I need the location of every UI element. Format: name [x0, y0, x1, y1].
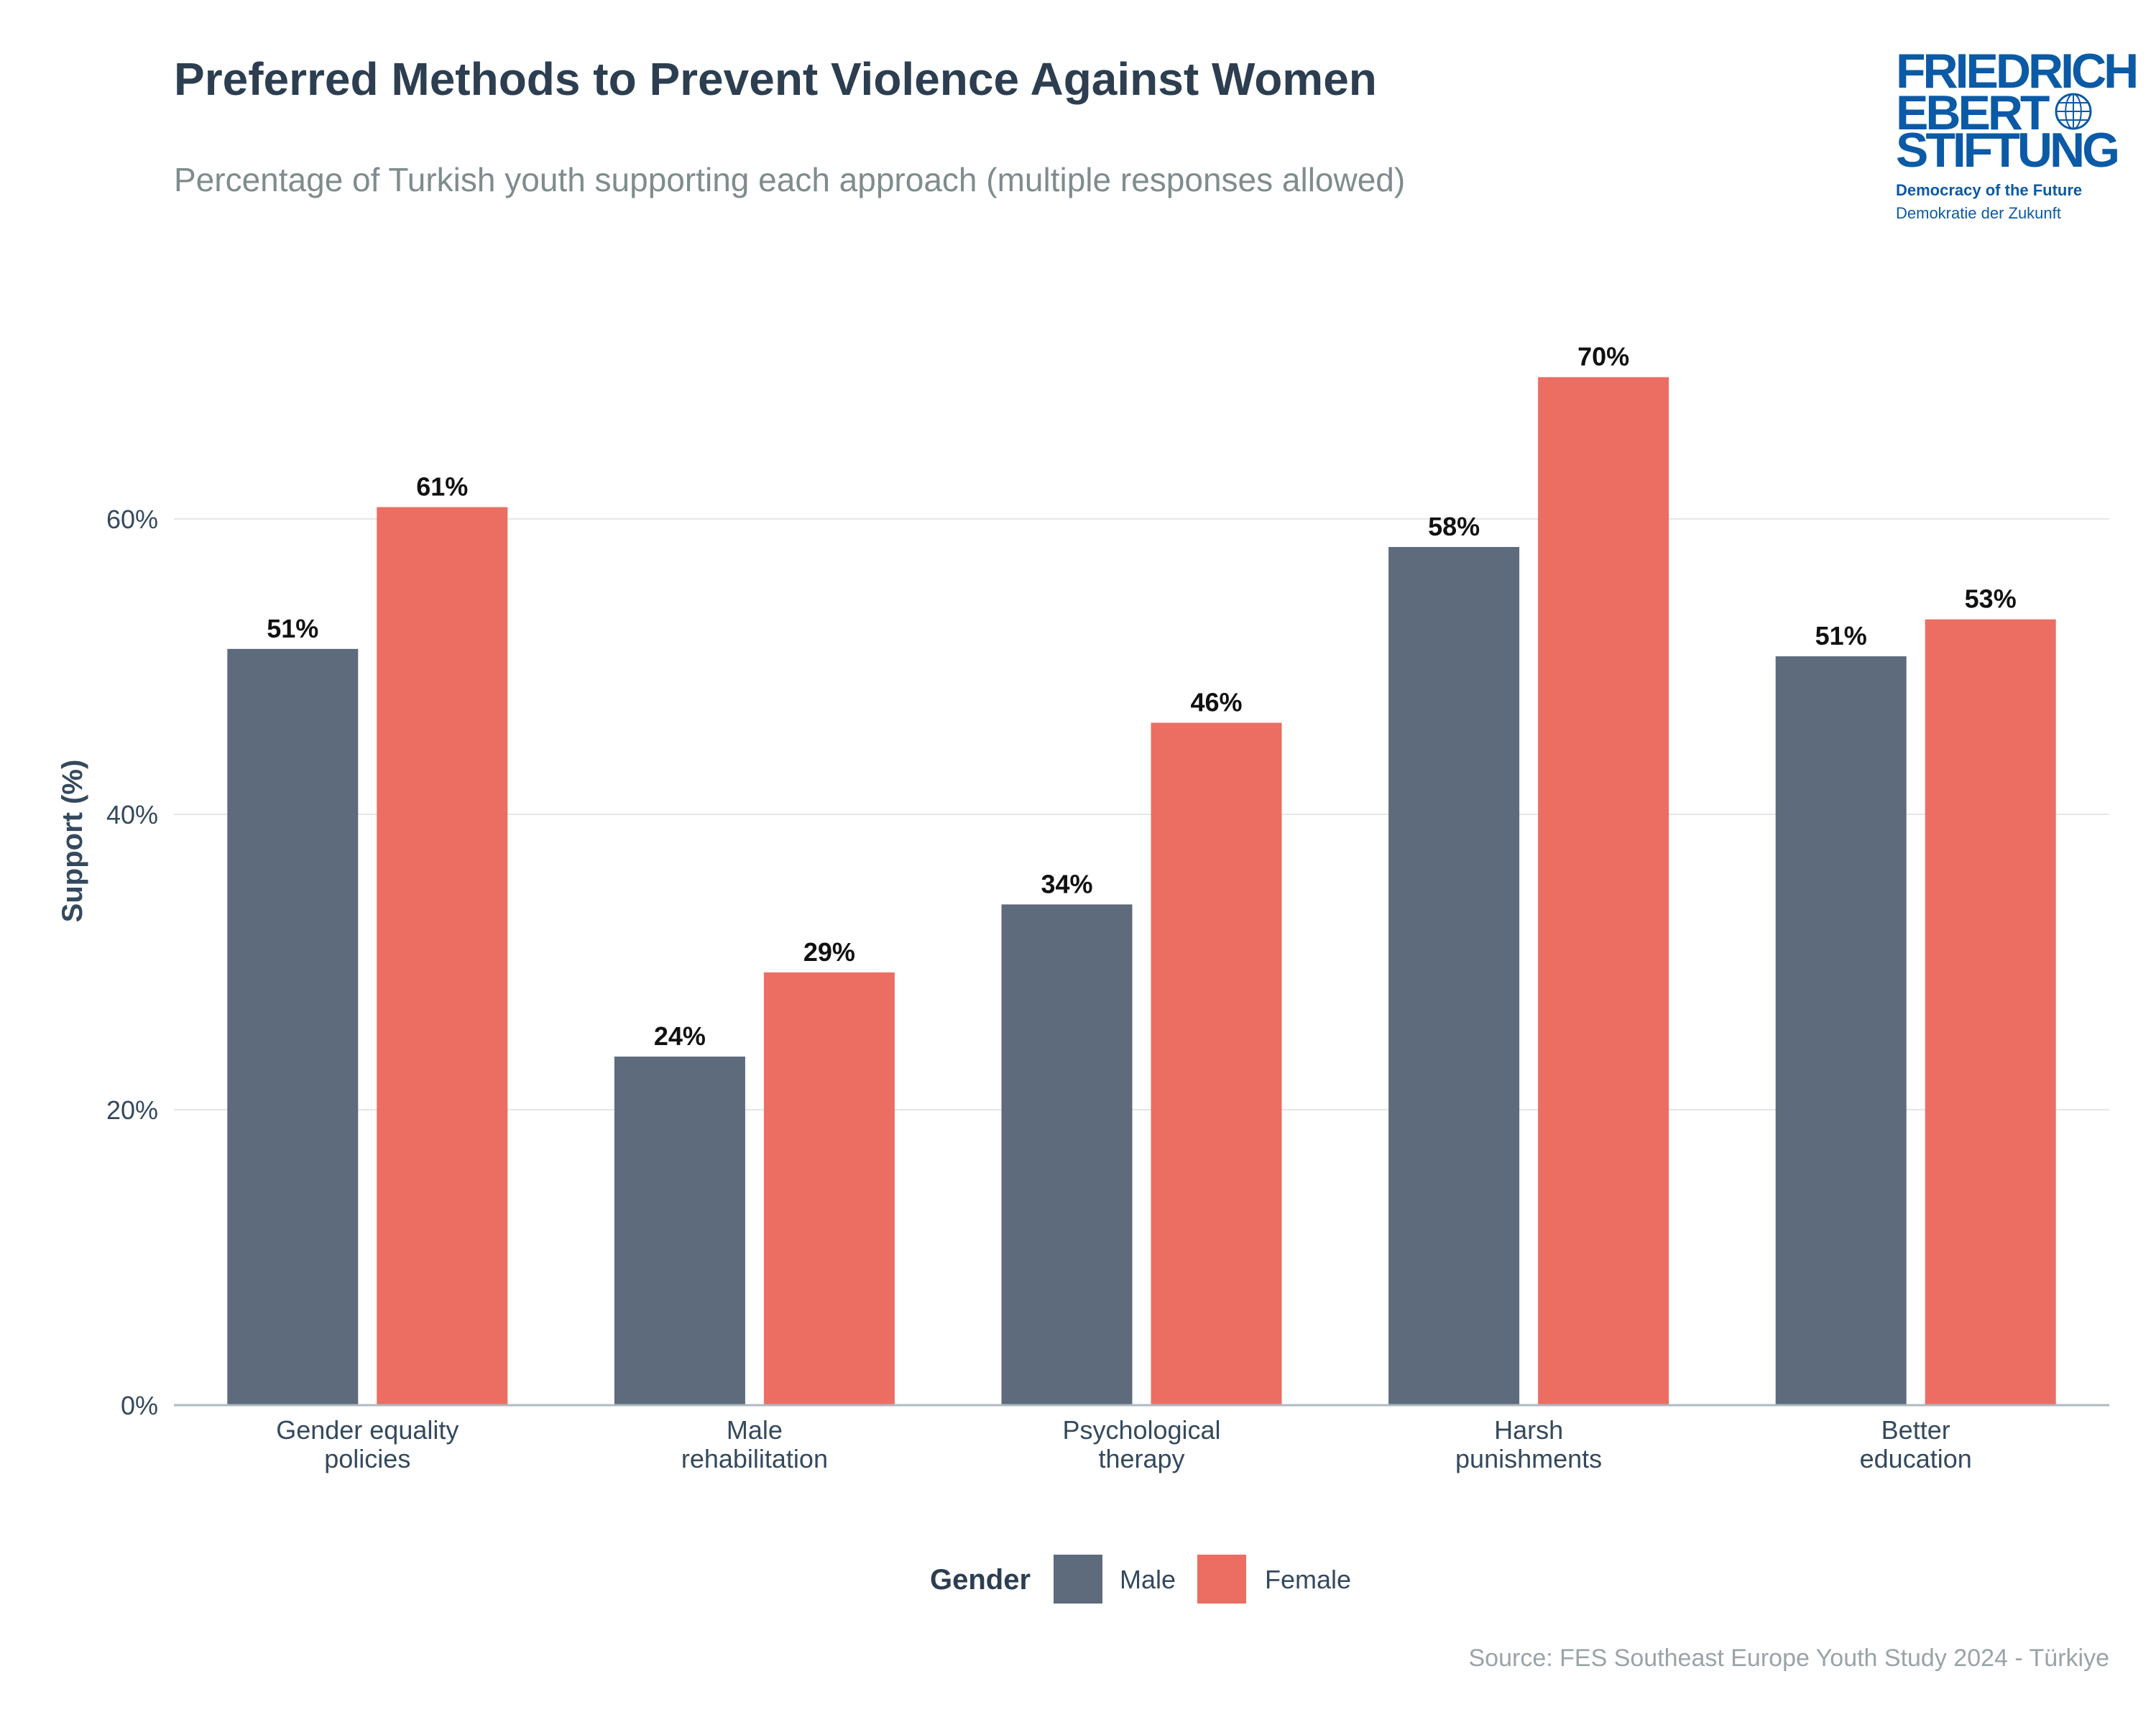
bars: [227, 377, 2056, 1406]
legend-swatch-male: [1054, 1555, 1102, 1604]
data-label-female: 46%: [1190, 688, 1242, 717]
bar-female: [1538, 377, 1669, 1405]
data-label-female: 61%: [416, 472, 468, 502]
data-label-male: 34%: [1041, 869, 1092, 898]
data-label-male: 51%: [267, 614, 318, 643]
bar-male: [1775, 656, 1907, 1405]
chart-subtitle: Percentage of Turkish youth supporting e…: [174, 161, 1405, 198]
bar-male: [614, 1057, 745, 1405]
logo-tagline: Democracy of the Future: [1896, 181, 2082, 199]
y-tick-label: 60%: [106, 505, 158, 534]
y-tick-label: 20%: [106, 1095, 158, 1125]
legend-title: Gender: [930, 1564, 1031, 1596]
bar-female: [763, 972, 895, 1405]
bar-male: [227, 648, 359, 1405]
bar-female: [1925, 619, 2056, 1405]
data-label-male: 51%: [1815, 621, 1867, 650]
y-axis-label: Support (%): [57, 760, 88, 923]
bar-male: [1388, 547, 1520, 1406]
globe-icon: [2055, 93, 2092, 130]
x-tick-label: Male rehabilitation: [681, 1415, 828, 1473]
data-label-male: 58%: [1428, 512, 1480, 541]
data-labels: 51% 61% 24% 29% 34% 46% 58% 70% 51% 53%: [267, 342, 2016, 1051]
legend: Gender Male Female: [930, 1555, 1351, 1604]
y-tick-label: 40%: [106, 800, 158, 829]
legend-label-male: Male: [1120, 1565, 1176, 1594]
logo-tagline-de: Demokratie der Zukunft: [1896, 204, 2061, 222]
y-axis-ticks: 0% 20% 40% 60%: [106, 505, 158, 1420]
y-tick-label: 0%: [121, 1391, 158, 1420]
x-axis-categories: Gender equality policies Male rehabilitatio…: [276, 1415, 1972, 1473]
bar-female: [377, 507, 508, 1405]
x-tick-label: Gender equality policies: [276, 1415, 459, 1473]
legend-label-female: Female: [1265, 1565, 1351, 1594]
logo-line-stiftung: STIFTUNG: [1896, 123, 2117, 178]
x-tick-label: Psychological therapy: [1062, 1415, 1220, 1473]
data-label-female: 70%: [1577, 342, 1629, 372]
logo-line-ebert: EBERT: [1896, 86, 2050, 140]
data-label-female: 53%: [1965, 584, 2017, 614]
legend-swatch-female: [1197, 1555, 1246, 1604]
source-note: Source: FES Southeast Europe Youth Study…: [1469, 1644, 2110, 1672]
x-tick-label: Harsh punishments: [1455, 1415, 1602, 1473]
data-label-male: 24%: [654, 1021, 706, 1051]
bar-male: [1001, 904, 1133, 1405]
bar-female: [1151, 722, 1282, 1405]
chart-title: Preferred Methods to Prevent Violence Ag…: [174, 53, 1377, 105]
data-label-female: 29%: [803, 937, 855, 967]
x-tick-label: Better education: [1860, 1415, 1972, 1473]
fes-logo: FRIEDRICH EBERT STIFTUNG Democracy of th…: [1896, 44, 2139, 222]
logo-line-friedrich: FRIEDRICH: [1896, 44, 2136, 98]
